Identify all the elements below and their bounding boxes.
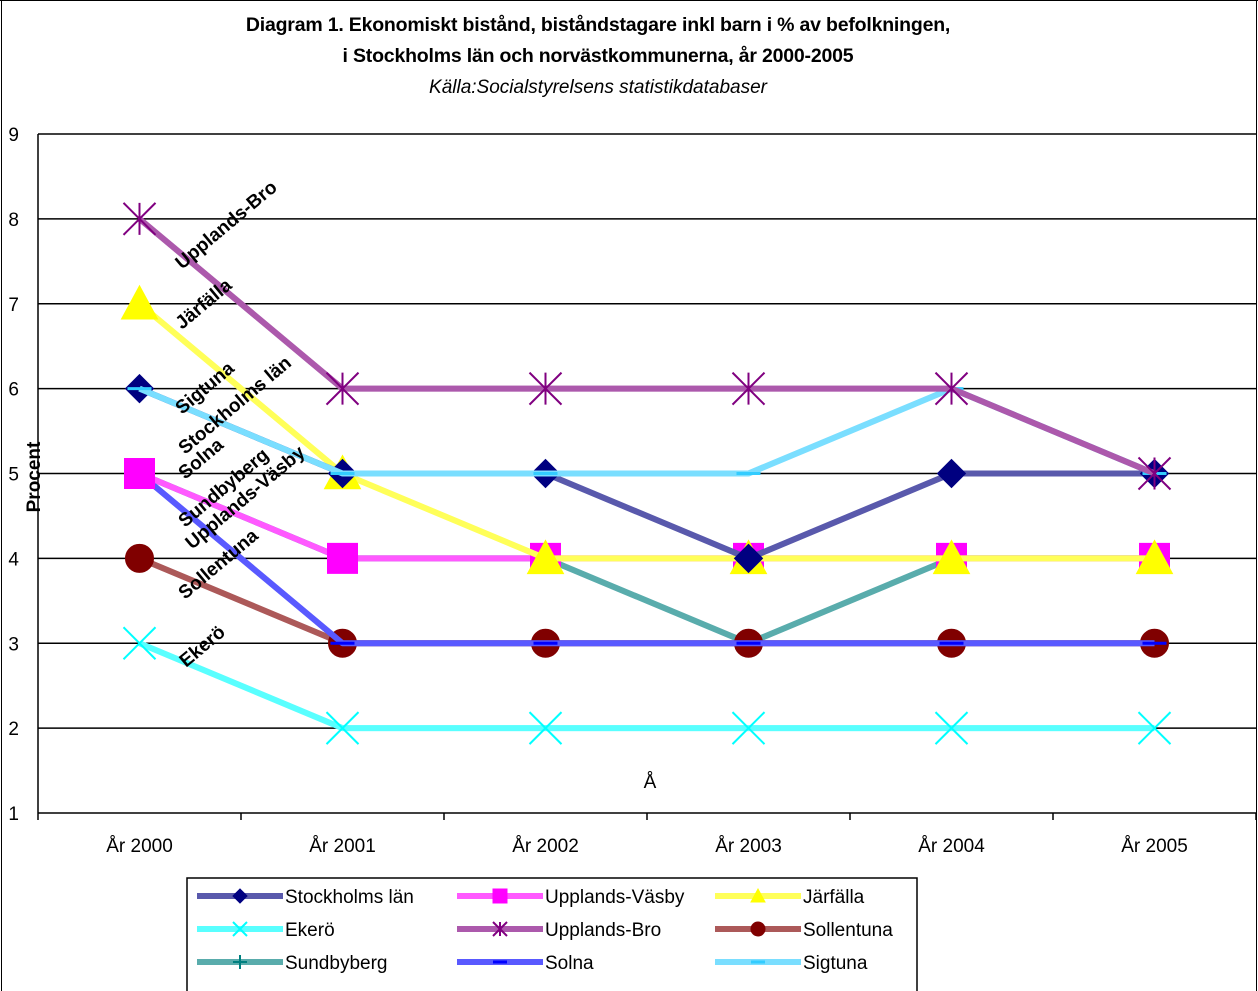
legend-label-3: Ekerö (285, 920, 335, 941)
legend-entry-6: Sundbyberg (197, 953, 387, 974)
point-1-1 (327, 542, 358, 574)
legend-entry-8: Sigtuna (715, 953, 868, 974)
point-4-4 (934, 371, 969, 406)
legend-marker-4 (492, 921, 508, 937)
series-line-texture-7 (137, 471, 1155, 647)
y-tick-label-2: 2 (8, 719, 19, 740)
point-4-0 (122, 202, 157, 236)
y-tick-label-4: 4 (8, 549, 19, 570)
legend-label-8: Sigtuna (803, 953, 868, 974)
legend-marker-3 (232, 921, 248, 937)
series-Solna (127, 471, 1167, 647)
legend-label-2: Järfälla (803, 887, 865, 908)
legend-label-7: Solna (545, 953, 594, 974)
legend-label-6: Sundbyberg (285, 953, 387, 974)
legend-marker-2 (750, 887, 766, 903)
series-Ekerö (122, 626, 1172, 745)
x-tick-label-4: År 2004 (918, 836, 985, 857)
series-line-texture-4 (137, 216, 1156, 477)
point-3-3 (731, 711, 766, 745)
y-tick-label-9: 9 (8, 125, 19, 146)
series-lines (120, 202, 1174, 745)
frame-top-border (0, 0, 1258, 1)
point-3-2 (528, 711, 563, 745)
chart-title: Diagram 1. Ekonomiskt bistånd, biståndst… (245, 14, 951, 36)
point-2-0 (120, 284, 159, 320)
frame-left-border (1, 0, 2, 991)
point-4-5 (1137, 456, 1172, 491)
point-5-0 (125, 543, 154, 573)
point-3-4 (934, 711, 969, 745)
frame-right-border (1256, 0, 1257, 991)
chart-title-line2: i Stockholms län och norvästkommunerna, … (342, 45, 854, 67)
point-1-0 (124, 458, 155, 489)
x-tick-label-3: År 2003 (715, 836, 782, 857)
legend-marker-1 (492, 888, 508, 904)
legend-entry-0: Stockholms län (197, 887, 414, 908)
chart-subtitle: Källa:Socialstyrelsens statistikdatabase… (429, 77, 767, 98)
point-0-3 (733, 543, 764, 574)
legend-entry-4: Upplands-Bro (457, 920, 661, 941)
legend-label-1: Upplands-Väsby (545, 887, 685, 908)
point-2-4 (932, 539, 971, 575)
point-3-1 (325, 711, 360, 745)
y-tick-label-6: 6 (8, 380, 19, 401)
legend-label-5: Sollentuna (803, 920, 893, 941)
y-tick-label-5: 5 (8, 465, 19, 486)
y-tick-label-1: 1 (8, 804, 19, 825)
point-0-4 (936, 458, 967, 489)
x-tick-label-5: År 2005 (1121, 836, 1188, 857)
y-tick-label-7: 7 (8, 295, 19, 316)
series-line-texture-3 (138, 640, 1155, 732)
legend-marker-0 (232, 888, 248, 904)
point-2-5 (1135, 539, 1174, 575)
y-tick-label-8: 8 (8, 210, 19, 231)
series-Järfälla (120, 284, 1174, 575)
legend-label-0: Stockholms län (285, 887, 414, 908)
legend-entry-1: Upplands-Väsby (457, 887, 685, 908)
legend-marker-6 (233, 955, 247, 969)
point-4-2 (528, 371, 563, 406)
legend-label-4: Upplands-Bro (545, 920, 661, 941)
point-label-3: Ekerö (176, 622, 230, 672)
x-tick-label-1: År 2001 (309, 836, 376, 857)
x-axis-label: Å (644, 772, 657, 793)
point-3-0 (122, 626, 157, 660)
y-tick-label-3: 3 (8, 634, 19, 655)
point-label-4: Upplands-Bro (172, 177, 282, 274)
legend: Stockholms län Upplands-Väsby Järfälla Eker… (186, 877, 918, 991)
legend-entry-3: Ekerö (197, 920, 335, 941)
legend-entry-2: Järfälla (715, 887, 865, 908)
x-tick-label-0: År 2000 (106, 836, 173, 857)
legend-marker-5 (750, 921, 766, 937)
point-4-3 (731, 371, 766, 406)
legend-entry-7: Solna (457, 953, 594, 974)
series-Upplands-Bro (122, 202, 1172, 491)
series-line-texture-2 (137, 301, 1155, 562)
series-line-3 (138, 640, 1155, 732)
point-4-1 (325, 371, 360, 406)
x-tick-label-2: År 2002 (512, 836, 579, 857)
y-axis-label: Procent (24, 441, 45, 512)
axes: År 2000 År 2001 År 2002 År 2003 År 2004 År 20… (37, 134, 1257, 857)
point-3-5 (1137, 711, 1172, 745)
legend-entry-5: Sollentuna (715, 920, 893, 941)
point-2-2 (526, 539, 565, 575)
